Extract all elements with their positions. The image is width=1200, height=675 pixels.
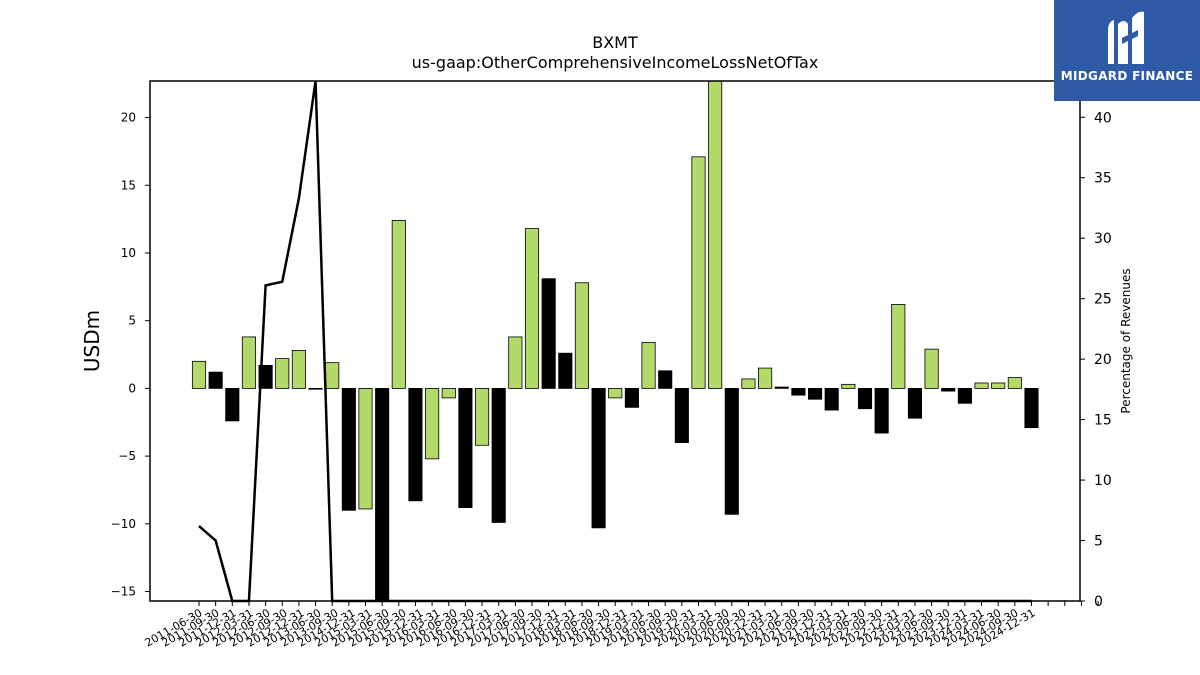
bar <box>841 383 856 389</box>
bar <box>341 387 356 511</box>
bar <box>325 362 340 389</box>
x-axis: 2011-06-302011-09-302011-12-312012-03-31… <box>143 601 1099 650</box>
bar <box>308 387 323 390</box>
bar <box>907 387 922 419</box>
bar <box>574 282 589 389</box>
percentage-line <box>198 80 1032 603</box>
bar <box>758 367 773 389</box>
y2-axis-label: Percentage of Revenues <box>1119 268 1133 413</box>
bar <box>558 352 573 389</box>
bar <box>874 387 889 434</box>
bar <box>1024 387 1039 429</box>
bar <box>291 350 306 389</box>
bar <box>508 336 523 389</box>
bar <box>591 387 606 529</box>
bar <box>275 358 290 389</box>
y-axis-left: −15 −10 −5 0 5 10 15 20 <box>111 111 150 599</box>
y-tick-label: 15 <box>121 178 136 192</box>
y-tick-label: 5 <box>128 314 136 328</box>
y-tick-label: −10 <box>111 517 136 531</box>
y2-tick-label: 40 <box>1094 110 1112 126</box>
y2-tick-label: 30 <box>1094 231 1112 247</box>
bar <box>824 387 839 411</box>
plot-frame <box>149 80 1081 602</box>
y-tick-label: 10 <box>121 246 136 260</box>
bar <box>741 378 756 389</box>
y2-tick-label: 5 <box>1094 534 1103 550</box>
bar <box>708 80 723 389</box>
bar <box>375 387 390 602</box>
y-tick-label: 0 <box>128 381 136 395</box>
y2-tick-label: 15 <box>1094 413 1112 429</box>
y-axis-label: USDm <box>80 310 104 372</box>
bar <box>225 387 240 422</box>
bar <box>924 348 939 389</box>
y2-tick-label: 20 <box>1094 352 1112 368</box>
bar <box>474 387 490 446</box>
brand-name: MIDGARD FINANCE <box>1060 69 1194 83</box>
bar <box>974 382 989 389</box>
bar <box>808 387 823 400</box>
bar <box>674 387 689 443</box>
bar <box>624 387 639 408</box>
bar <box>208 371 223 389</box>
bar <box>724 387 739 515</box>
bar <box>641 341 656 389</box>
bar <box>425 387 440 460</box>
bar <box>1007 377 1022 389</box>
bar <box>408 387 423 502</box>
bar <box>441 387 456 399</box>
bar <box>658 370 673 389</box>
midgard-logo-icon <box>1108 11 1144 65</box>
bar <box>491 387 506 523</box>
series-line <box>198 80 1032 603</box>
bar <box>241 336 257 389</box>
y2-tick-label: 10 <box>1094 473 1112 489</box>
bar <box>791 387 806 396</box>
bar <box>524 228 540 389</box>
chart-subtitle: us-gaap:OtherComprehensiveIncomeLossNetO… <box>412 53 819 72</box>
chart-title: BXMT <box>592 33 638 52</box>
bar <box>191 360 207 389</box>
y2-tick-label: 25 <box>1094 292 1112 308</box>
bar <box>941 387 956 392</box>
bar <box>891 304 906 389</box>
bar <box>691 156 706 389</box>
bar <box>541 278 556 389</box>
y-tick-label: 20 <box>121 111 136 125</box>
bar <box>358 387 373 510</box>
y-tick-label: −15 <box>111 585 136 599</box>
brand-logo: MIDGARD FINANCE <box>1054 0 1200 101</box>
bar <box>957 387 972 404</box>
bar <box>991 382 1006 389</box>
bar <box>391 220 406 389</box>
bar <box>458 387 473 508</box>
y-tick-label: −5 <box>118 449 136 463</box>
bar <box>774 386 789 389</box>
bar <box>608 387 623 399</box>
y2-tick-label: 35 <box>1094 171 1112 187</box>
bar <box>857 387 873 410</box>
